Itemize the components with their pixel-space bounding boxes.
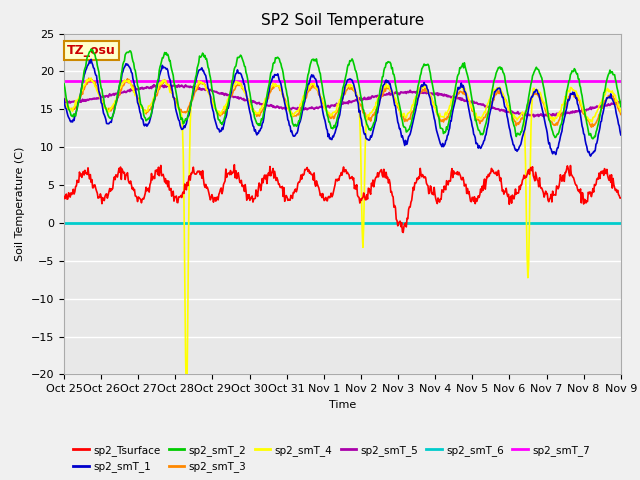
sp2_smT_1 [185,113,193,119]
sp2_smT_7 [127,78,135,84]
sp2_Tsurface [412,180,419,186]
sp2_smT_5 [411,89,419,95]
Line: sp2_smT_4: sp2_smT_4 [64,78,621,396]
Line: sp2_smT_5: sp2_smT_5 [64,85,621,117]
sp2_smT_6 [214,220,221,226]
Title: SP2 Soil Temperature: SP2 Soil Temperature [260,13,424,28]
sp2_Tsurface [399,229,407,235]
sp2_smT_1 [587,153,595,159]
Text: TZ_osu: TZ_osu [67,44,116,57]
sp2_smT_5 [185,84,193,90]
sp2_smT_3 [428,93,435,99]
sp2_smT_4 [128,86,136,92]
sp2_smT_5 [530,114,538,120]
sp2_smT_1 [87,57,95,62]
sp2_smT_3 [128,83,136,88]
sp2_smT_6 [184,220,192,226]
Line: sp2_smT_2: sp2_smT_2 [64,49,621,139]
sp2_smT_1 [428,102,435,108]
sp2_smT_2 [128,55,136,60]
sp2_Tsurface [230,162,238,168]
sp2_smT_7 [60,78,68,84]
sp2_smT_5 [127,87,135,93]
sp2_smT_2 [70,111,78,117]
sp2_smT_4 [215,108,223,114]
Line: sp2_smT_3: sp2_smT_3 [64,78,621,127]
sp2_smT_1 [70,118,78,123]
sp2_smT_4 [617,109,625,115]
sp2_smT_4 [412,94,419,99]
sp2_smT_7 [617,78,625,84]
sp2_smT_2 [428,76,435,82]
sp2_smT_4 [70,104,78,110]
sp2_smT_6 [60,220,68,226]
sp2_smT_7 [184,78,192,84]
sp2_smT_3 [70,106,78,111]
sp2_Tsurface [184,183,192,189]
sp2_Tsurface [60,193,68,199]
sp2_smT_6 [127,220,135,226]
sp2_smT_5 [617,99,625,105]
sp2_smT_1 [60,96,68,102]
sp2_smT_1 [128,70,136,76]
sp2_smT_4 [60,100,68,106]
sp2_smT_2 [214,116,222,122]
X-axis label: Time: Time [329,400,356,409]
sp2_smT_3 [617,111,625,117]
sp2_Tsurface [617,195,625,201]
sp2_smT_1 [411,111,419,117]
sp2_smT_3 [411,104,419,109]
Line: sp2_smT_1: sp2_smT_1 [64,60,621,156]
sp2_smT_6 [70,220,78,226]
sp2_smT_3 [214,109,222,115]
Line: sp2_Tsurface: sp2_Tsurface [64,165,621,232]
sp2_smT_4 [182,393,190,399]
sp2_smT_7 [410,78,418,84]
sp2_smT_2 [411,103,419,109]
sp2_smT_6 [410,220,418,226]
sp2_smT_5 [428,91,435,96]
sp2_smT_7 [214,78,221,84]
sp2_smT_1 [214,126,222,132]
sp2_smT_4 [186,158,193,164]
sp2_smT_1 [617,132,625,138]
Legend: sp2_Tsurface, sp2_smT_1, sp2_smT_2, sp2_smT_3, sp2_smT_4, sp2_smT_5, sp2_smT_6, : sp2_Tsurface, sp2_smT_1, sp2_smT_2, sp2_… [69,441,594,476]
sp2_smT_6 [426,220,434,226]
sp2_smT_2 [589,136,596,142]
sp2_smT_5 [150,82,157,88]
sp2_smT_3 [60,96,68,101]
sp2_smT_3 [588,124,595,130]
sp2_smT_3 [85,75,93,81]
sp2_smT_5 [214,90,222,96]
sp2_Tsurface [70,191,78,197]
sp2_smT_6 [617,220,625,226]
sp2_smT_7 [70,78,78,84]
sp2_smT_5 [70,98,78,104]
Y-axis label: Soil Temperature (C): Soil Temperature (C) [15,147,25,261]
sp2_smT_2 [87,47,95,52]
sp2_smT_2 [185,109,193,115]
sp2_smT_7 [426,78,434,84]
sp2_smT_4 [87,75,95,81]
sp2_smT_5 [60,100,68,106]
sp2_Tsurface [127,182,135,188]
sp2_smT_4 [428,96,436,102]
sp2_Tsurface [214,194,221,200]
sp2_Tsurface [428,191,436,197]
sp2_smT_3 [185,104,193,109]
sp2_smT_2 [60,81,68,87]
sp2_smT_2 [617,104,625,109]
